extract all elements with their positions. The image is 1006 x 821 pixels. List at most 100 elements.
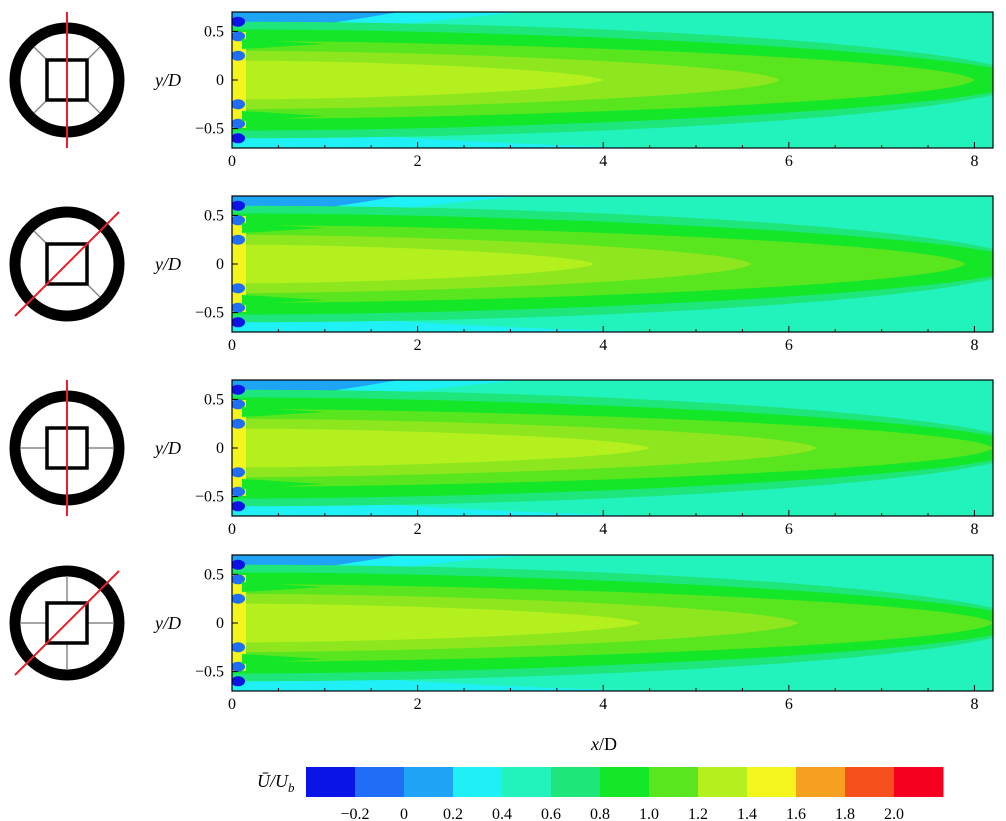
x-tick-label: 8 <box>970 153 978 170</box>
recirculation-spot <box>232 283 245 294</box>
support-strut <box>33 46 48 61</box>
x-axis-label: x/D <box>590 734 617 754</box>
y-axis-label: y/D <box>153 254 181 274</box>
y-tick-label: −0.5 <box>195 664 224 681</box>
recirculation-spot <box>232 31 245 42</box>
y-tick-label: −0.5 <box>195 121 224 138</box>
colorbar-tick-label: 0.6 <box>541 806 561 821</box>
colorbar-tick-label: 1.8 <box>835 806 855 821</box>
support-strut <box>86 99 101 114</box>
shear-finger <box>242 39 325 50</box>
y-tick-label: 0 <box>216 256 224 273</box>
x-tick-label: 4 <box>599 337 607 354</box>
colorbar-swatch <box>747 767 797 797</box>
colorbar-swatch <box>698 767 748 797</box>
shear-finger <box>242 478 325 489</box>
colorbar-swatch <box>649 767 699 797</box>
shear-finger <box>242 582 325 593</box>
x-tick-label: 0 <box>228 521 236 538</box>
pipe-wall-icon <box>9 206 125 322</box>
recirculation-spot <box>232 50 245 61</box>
y-tick-label: 0 <box>216 72 224 89</box>
shear-finger <box>242 653 325 664</box>
colorbar-swatch <box>551 767 601 797</box>
y-tick-label: 0 <box>216 615 224 632</box>
recirculation-spot <box>232 99 245 110</box>
y-tick-label: 0.5 <box>204 207 224 224</box>
recirculation-spot <box>232 559 245 570</box>
recirculation-spot <box>232 676 245 687</box>
recirculation-spot <box>232 302 245 313</box>
colorbar-tick-label: 0 <box>400 806 408 821</box>
y-tick-label: −0.5 <box>195 305 224 322</box>
velocity-field-4 <box>232 555 993 691</box>
colorbar: Ū/Ub −0.2 0 0.2 0.4 0.6 0.8 1.0 1.2 1.4 1.6 1.8 2.0 <box>257 767 944 821</box>
recirculation-spot <box>232 133 245 144</box>
pipe-wall-icon <box>9 565 125 681</box>
x-tick-label: 4 <box>599 696 607 713</box>
colorbar-tick-label: 0.2 <box>443 806 463 821</box>
x-tick-label: 0 <box>228 696 236 713</box>
contour-panels: 0.50−0.50 2 4 6 8y/D0.50−0.50 2 4 6 8y/D0.50−0.5… <box>9 11 994 713</box>
recirculation-spot <box>232 384 245 395</box>
shear-finger <box>242 223 325 234</box>
recirculation-spot <box>232 486 245 497</box>
support-strut <box>86 283 101 298</box>
colorbar-swatch <box>404 767 454 797</box>
recirculation-spot <box>232 661 245 672</box>
x-tick-label: 2 <box>414 521 422 538</box>
colorbar-tick-label: 0.4 <box>492 806 512 821</box>
colorbar-tick-label: −0.2 <box>340 806 369 821</box>
shear-finger <box>242 110 325 121</box>
x-tick-label: 2 <box>414 153 422 170</box>
velocity-field-1 <box>232 12 993 148</box>
recirculation-spot <box>232 118 245 129</box>
x-tick-label: 6 <box>785 696 793 713</box>
level-1.4-1.6 <box>232 428 650 468</box>
colorbar-swatch <box>894 767 944 797</box>
x-tick-label: 8 <box>970 521 978 538</box>
x-tick-label: 6 <box>785 337 793 354</box>
x-tick-label: 4 <box>599 153 607 170</box>
y-tick-label: 0 <box>216 440 224 457</box>
colorbar-tick-label: 0.8 <box>590 806 610 821</box>
y-tick-label: 0.5 <box>204 391 224 408</box>
x-tick-label: 2 <box>414 337 422 354</box>
support-strut <box>33 230 48 245</box>
recirculation-spot <box>232 215 245 226</box>
colorbar-swatch <box>796 767 846 797</box>
recirculation-spot <box>232 501 245 512</box>
colorbar-tick-label: 1.4 <box>737 806 757 821</box>
velocity-field-3 <box>232 380 993 516</box>
panel-4: 0.50−0.50 2 4 6 8y/D <box>9 554 994 713</box>
colorbar-tick-label: 1.2 <box>688 806 708 821</box>
panel-3: 0.50−0.50 2 4 6 8y/D <box>9 379 994 538</box>
y-tick-label: 0.5 <box>204 23 224 40</box>
cut-plane-line <box>14 570 120 676</box>
recirculation-spot <box>232 574 245 585</box>
level-0.2-0.4-bottom <box>232 492 650 516</box>
panel-1: 0.50−0.50 2 4 6 8y/D <box>9 11 994 170</box>
level-1.4-1.6 <box>232 244 594 284</box>
x-tick-label: 0 <box>228 337 236 354</box>
x-tick-label: 0 <box>228 153 236 170</box>
support-strut <box>33 99 48 114</box>
colorbar-swatch <box>502 767 552 797</box>
recirculation-spot <box>232 642 245 653</box>
panel-2: 0.50−0.50 2 4 6 8y/D <box>9 195 994 354</box>
level-1.4-1.6 <box>232 603 641 643</box>
svg-text:x/D: x/D <box>590 734 617 754</box>
colorbar-tick-label: 2.0 <box>884 806 904 821</box>
x-tick-label: 2 <box>414 696 422 713</box>
recirculation-spot <box>232 200 245 211</box>
colorbar-swatch <box>306 767 356 797</box>
colorbar-swatch <box>453 767 503 797</box>
shear-finger <box>242 294 325 305</box>
recirculation-spot <box>232 593 245 604</box>
level-0-0.2 <box>232 196 418 226</box>
level-0.2-0.4-bottom <box>232 308 650 332</box>
configuration-icon-2 <box>9 206 125 322</box>
colorbar-tick-label: 1.6 <box>786 806 806 821</box>
configuration-icon-1 <box>9 12 125 148</box>
y-tick-label: 0.5 <box>204 566 224 583</box>
